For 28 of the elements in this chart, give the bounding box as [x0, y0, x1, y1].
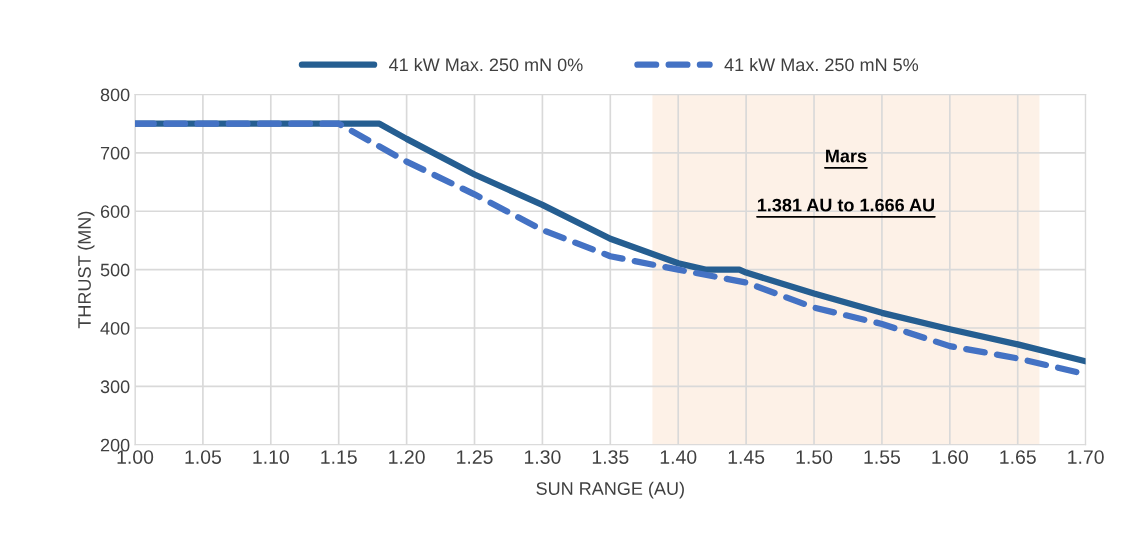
y-tick-label: 600 — [100, 205, 130, 218]
x-tick-label: 1.20 — [389, 450, 425, 464]
x-tick-label: 1.15 — [321, 450, 357, 464]
x-tick-label: 1.35 — [592, 450, 629, 464]
x-tick-label: 1.00 — [117, 450, 154, 464]
x-tick-label: 1.05 — [185, 450, 222, 464]
y-tick-label: 700 — [100, 146, 130, 160]
y-tick-label: 400 — [100, 321, 130, 335]
x-tick-label: 1.55 — [864, 450, 901, 464]
y-tick-label: 300 — [100, 380, 130, 394]
legend-label: 41 kW Max. 250 mN 5% — [724, 57, 919, 72]
y-axis-title: THRUST (MN) — [77, 211, 95, 329]
y-tick-label: 200 — [100, 438, 130, 452]
annotation: Mars — [826, 149, 867, 163]
x-tick-label: 1.25 — [457, 450, 493, 464]
x-tick-label: 1.70 — [1068, 450, 1104, 464]
legend-label: 41 kW Max. 250 mN 0% — [388, 57, 583, 72]
x-tick-label: 1.30 — [524, 450, 561, 464]
x-tick-label: 1.40 — [660, 450, 697, 464]
x-tick-label: 1.10 — [253, 450, 289, 464]
x-tick-label: 1.60 — [932, 450, 968, 464]
x-axis-title: SUN RANGE (AU) — [536, 481, 684, 499]
y-tick-label: 500 — [100, 263, 130, 277]
x-tick-label: 1.50 — [796, 450, 833, 464]
x-tick-label: 1.45 — [728, 450, 765, 464]
x-tick-label: 1.65 — [1000, 450, 1036, 464]
y-tick-label: 800 — [100, 88, 130, 102]
annotation: 1.381 AU to 1.666 AU — [757, 198, 934, 212]
